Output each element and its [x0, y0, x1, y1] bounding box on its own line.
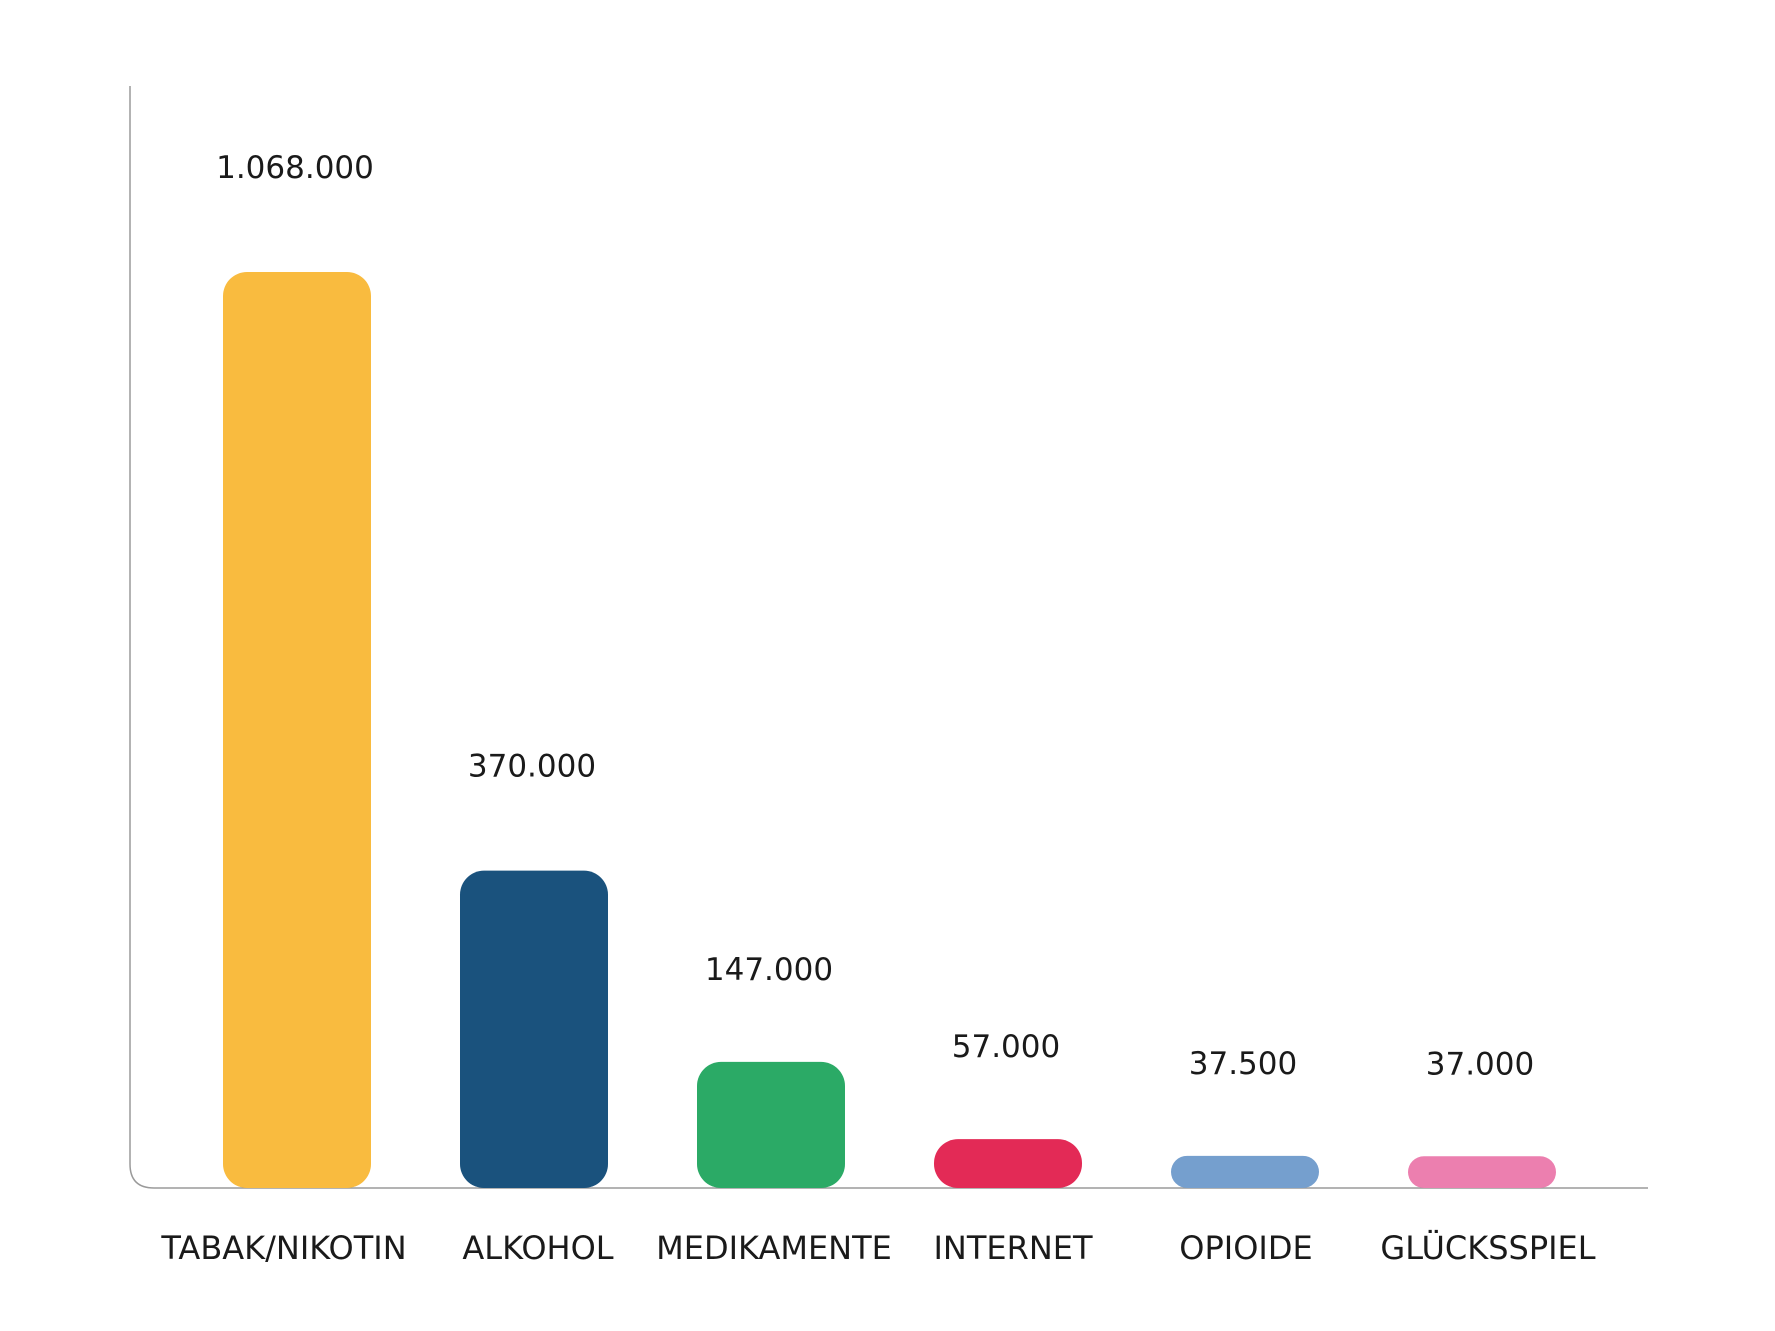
category-label: INTERNET	[933, 1229, 1093, 1267]
category-label: TABAK/NIKOTIN	[160, 1229, 406, 1267]
value-labels-group: 1.068.000 370.000 147.000 57.000 37.500 37.00…	[216, 150, 1534, 1082]
value-label: 37.500	[1189, 1046, 1297, 1082]
category-label: ALKOHOL	[462, 1229, 613, 1267]
bar-glücksspiel	[1408, 1156, 1556, 1188]
value-label: 147.000	[705, 952, 833, 988]
value-label: 57.000	[952, 1029, 1060, 1065]
category-label: MEDIKAMENTE	[656, 1229, 892, 1267]
category-labels-group: TABAK/NIKOTIN ALKOHOL MEDIKAMENTE INTERNET O…	[160, 1229, 1595, 1267]
value-label: 37.000	[1426, 1046, 1534, 1082]
bar-tabak-nikotin	[223, 272, 371, 1188]
value-label: 370.000	[468, 749, 596, 785]
category-label: OPIOIDE	[1179, 1229, 1312, 1267]
bar-alkohol	[460, 870, 608, 1188]
chart-axis	[129, 86, 1648, 1189]
bar-internet	[934, 1139, 1082, 1188]
bars-group	[223, 272, 1556, 1188]
bar-opioide	[1171, 1155, 1319, 1188]
bar-medikamente	[697, 1061, 845, 1188]
value-label: 1.068.000	[216, 150, 374, 186]
category-label: GLÜCKSSPIEL	[1380, 1229, 1595, 1267]
